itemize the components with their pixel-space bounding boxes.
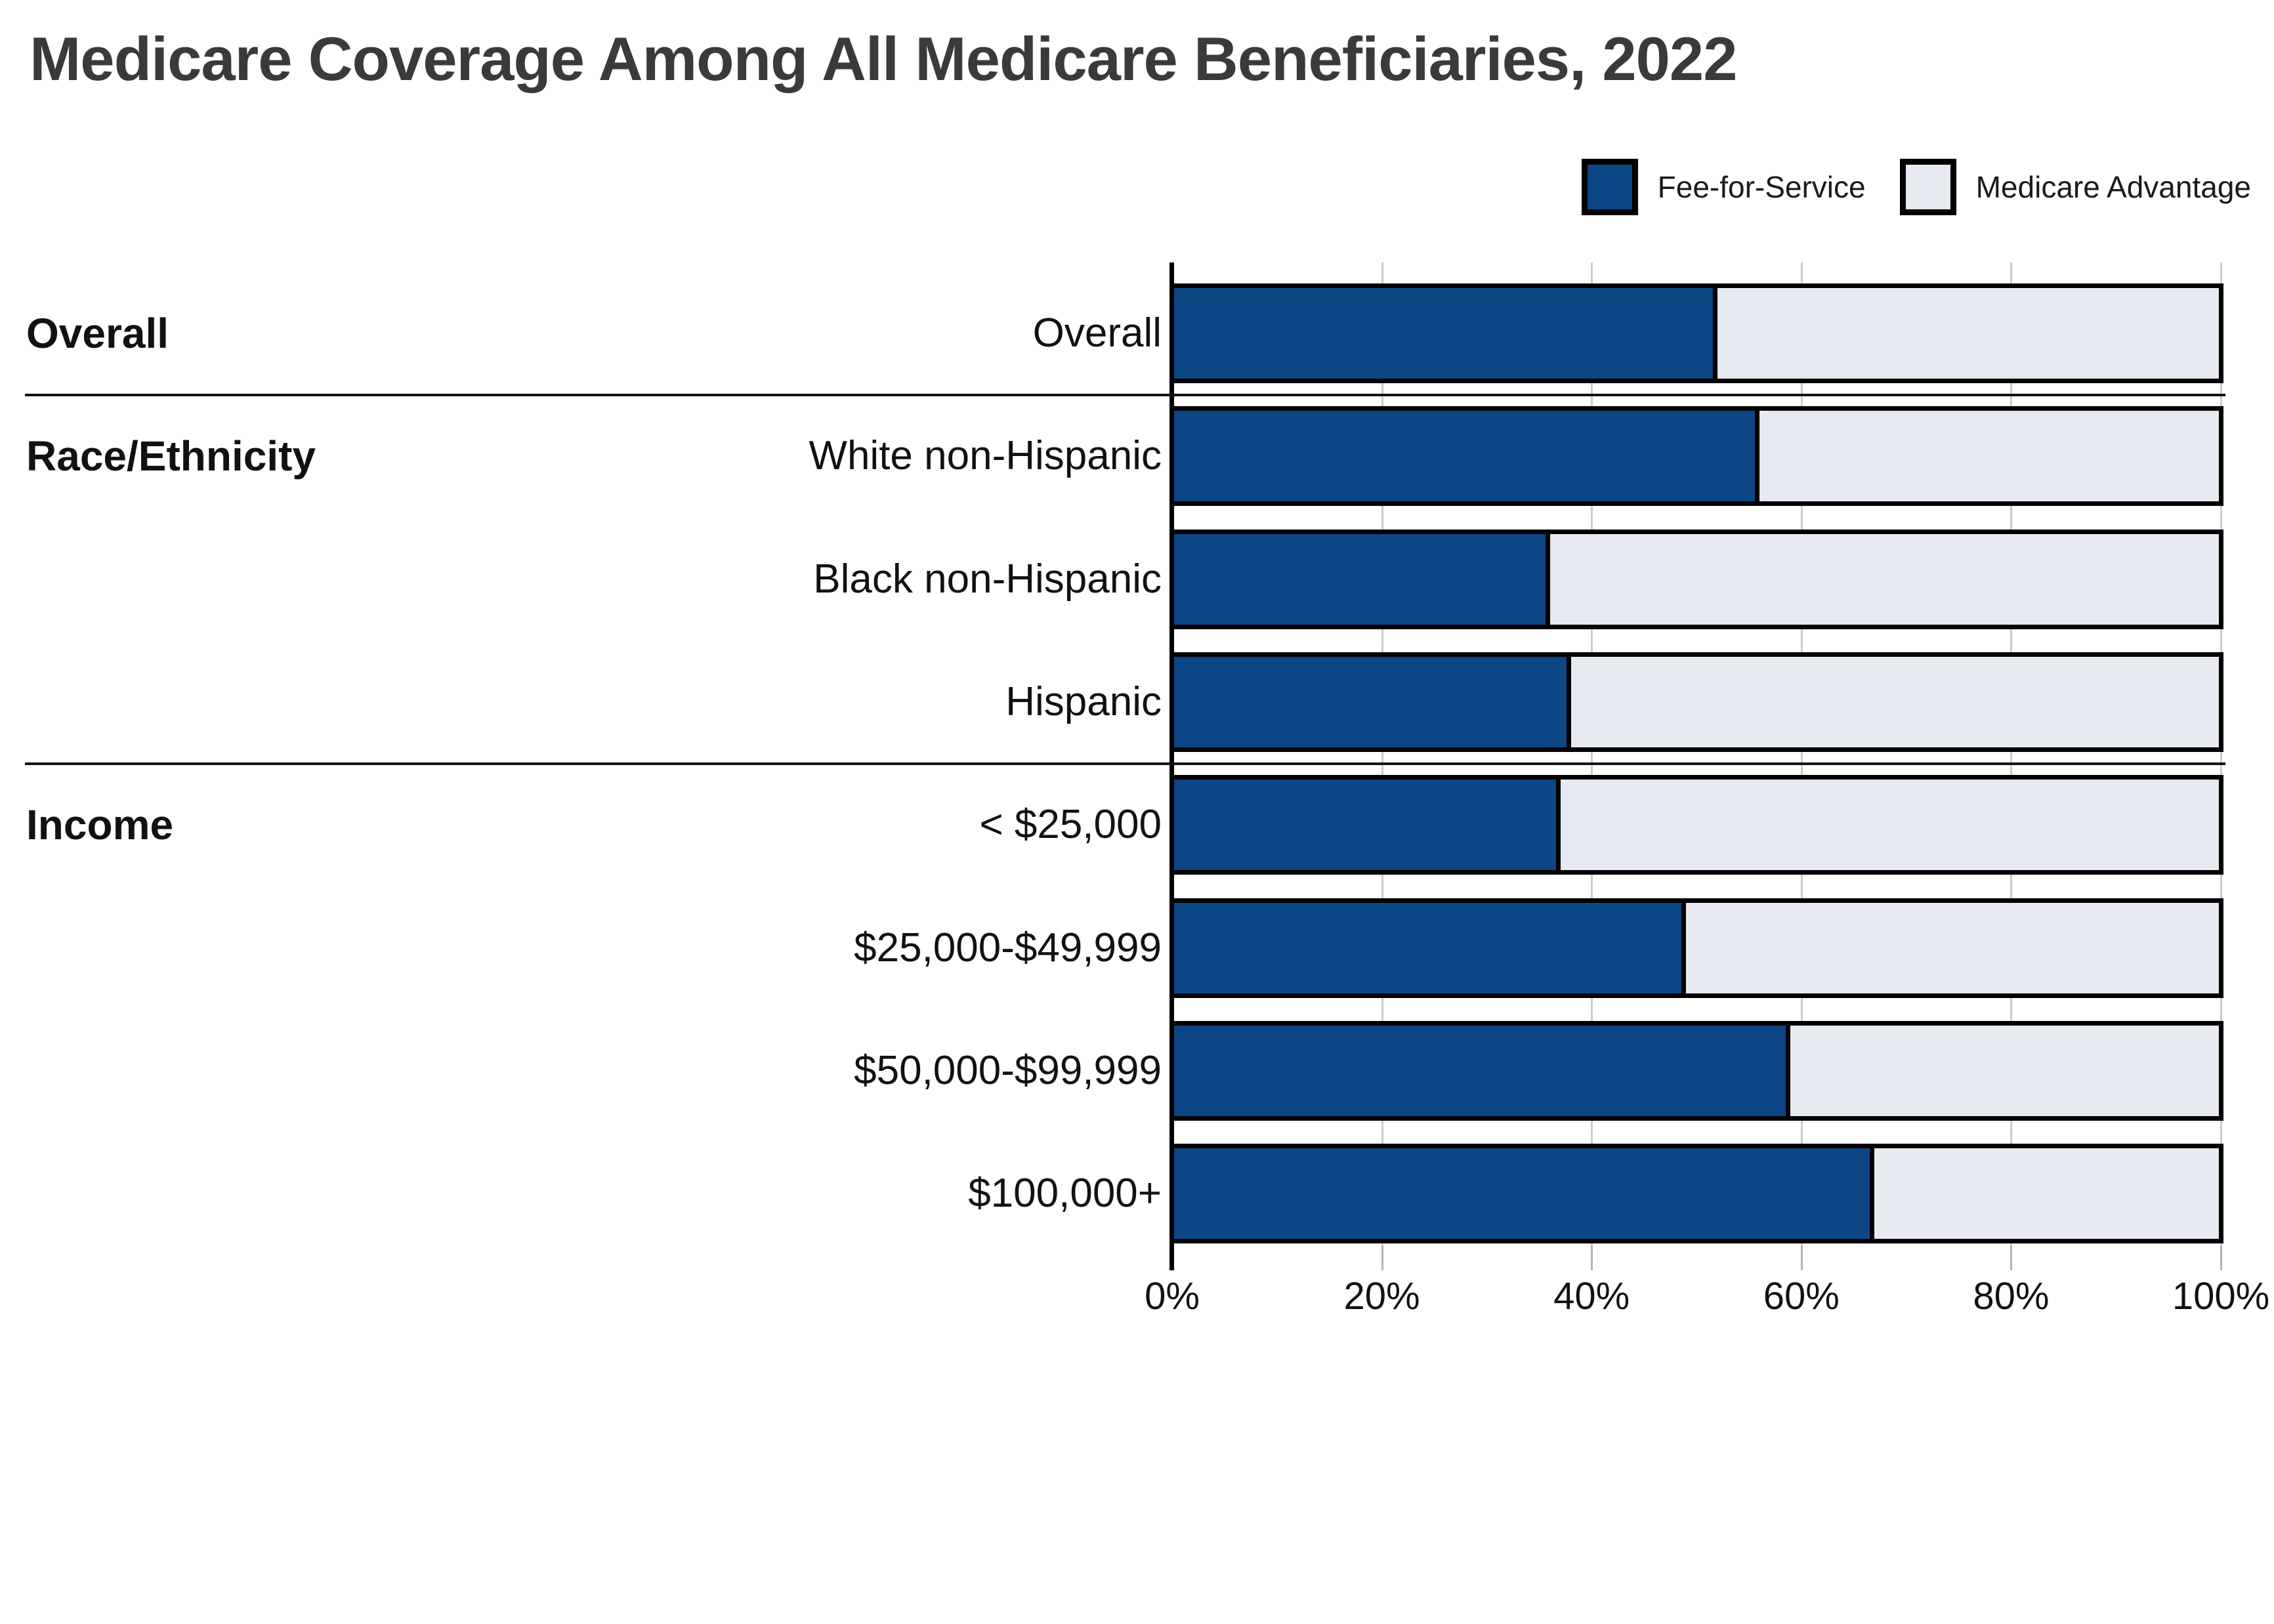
x-axis-label-60pct: 60% [1763, 1275, 1840, 1318]
legend-swatch [1581, 159, 1638, 215]
bar-segment-fee-for-service[interactable] [1174, 1148, 1874, 1239]
bar-segment-fee-for-service[interactable] [1174, 533, 1551, 625]
bar-segment-medicare-advantage[interactable] [1874, 1148, 2219, 1239]
row-label--100-000-: $100,000+ [968, 1171, 1162, 1217]
section-divider [25, 762, 2225, 765]
legend-swatch [1899, 159, 1956, 215]
gridline-40pct [1591, 262, 1593, 1245]
legend-label: Medicare Advantage [1975, 170, 2251, 204]
chart-title: Medicare Coverage Among All Medicare Ben… [30, 24, 1737, 93]
bar-segment-fee-for-service[interactable] [1174, 1025, 1791, 1116]
bar-row [1169, 1144, 2223, 1244]
gridline-60pct [1800, 262, 1803, 1245]
row-label-white-non-hispanic: White non-Hispanic [809, 433, 1162, 479]
x-axis-tick-60pct [1800, 1245, 1803, 1270]
group-label-race-ethnicity: Race/Ethnicity [26, 432, 316, 480]
bar-segment-fee-for-service[interactable] [1174, 411, 1759, 502]
gridline-80pct [2010, 262, 2013, 1245]
gridline-20pct [1381, 262, 1383, 1245]
bar-segment-fee-for-service[interactable] [1174, 902, 1687, 993]
bar-segment-medicare-advantage[interactable] [1790, 1025, 2219, 1116]
x-axis-label-20pct: 20% [1343, 1275, 1420, 1318]
x-axis-label-80pct: 80% [1973, 1275, 2050, 1318]
legend-item-medicare-advantage[interactable]: Medicare Advantage [1899, 159, 2251, 215]
y-axis-line [1169, 262, 1174, 1270]
bar-segment-medicare-advantage[interactable] [1717, 288, 2219, 379]
bar-row [1169, 529, 2223, 629]
bar-row [1169, 283, 2223, 383]
x-axis-tick-20pct [1381, 1245, 1383, 1270]
bar-segment-medicare-advantage[interactable] [1759, 411, 2219, 502]
section-divider [25, 393, 2225, 396]
bar-segment-medicare-advantage[interactable] [1550, 533, 2219, 625]
bar-segment-medicare-advantage[interactable] [1686, 902, 2219, 993]
bar-row [1169, 652, 2223, 752]
row-label-hispanic: Hispanic [1005, 678, 1162, 724]
bar-row [1169, 1020, 2223, 1121]
bar-row [1169, 898, 2223, 998]
bar-segment-fee-for-service[interactable] [1174, 656, 1571, 747]
group-label-income: Income [26, 801, 174, 849]
x-axis-label-0pct: 0% [1145, 1275, 1200, 1318]
x-axis-tick-80pct [2010, 1245, 2013, 1270]
bar-segment-fee-for-service[interactable] [1174, 288, 1717, 379]
row-label--25-000: < $25,000 [979, 802, 1162, 848]
x-axis-tick-40pct [1591, 1245, 1593, 1270]
x-axis-label-40pct: 40% [1553, 1275, 1630, 1318]
chart-legend: Fee-for-Service Medicare Advantage [1581, 159, 2251, 215]
row-label-black-non-hispanic: Black non-Hispanic [813, 556, 1162, 602]
bar-row [1169, 775, 2223, 875]
legend-item-fee-for-service[interactable]: Fee-for-Service [1581, 159, 1866, 215]
bar-segment-medicare-advantage[interactable] [1570, 656, 2219, 747]
x-axis-label-100pct: 100% [2172, 1275, 2270, 1318]
row-label--50-000-99-999: $50,000-$99,999 [854, 1047, 1162, 1093]
bar-segment-fee-for-service[interactable] [1174, 780, 1561, 871]
gridline-100pct [2220, 262, 2222, 1245]
x-axis-tick-100pct [2220, 1245, 2222, 1270]
legend-label: Fee-for-Service [1657, 170, 1866, 204]
row-label--25-000-49-999: $25,000-$49,999 [854, 925, 1162, 970]
bar-row [1169, 406, 2223, 507]
row-label-overall: Overall [1032, 310, 1162, 356]
bar-segment-medicare-advantage[interactable] [1561, 780, 2219, 871]
group-label-overall: Overall [26, 310, 169, 357]
